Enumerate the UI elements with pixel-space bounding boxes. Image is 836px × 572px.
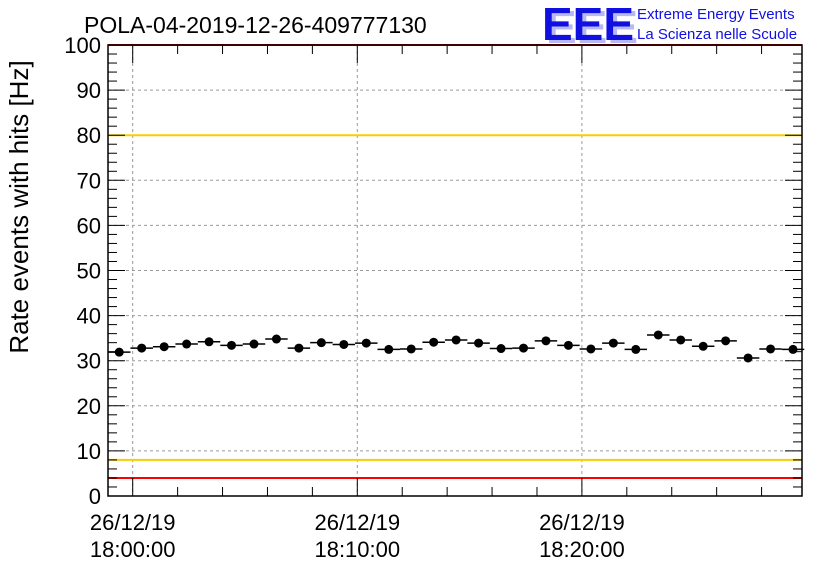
data-point (429, 337, 439, 347)
x-tick-label-date: 26/12/19 (539, 510, 625, 535)
reference-lines (108, 44, 802, 479)
data-point (204, 337, 214, 347)
y-tick-label: 20 (77, 394, 101, 419)
data-point (721, 336, 731, 346)
y-tick-label: 90 (77, 78, 101, 103)
y-tick-label: 50 (77, 259, 101, 284)
eee-logo: EEE EEE Extreme Energy Events La Scienza… (542, 0, 797, 53)
data-point (676, 335, 686, 345)
y-tick-label: 40 (77, 304, 101, 329)
x-tick-label-time: 18:00:00 (90, 537, 176, 562)
data-point (541, 336, 551, 346)
data-point (451, 335, 461, 345)
data-point (788, 344, 798, 354)
data-point (361, 338, 371, 348)
data-point (563, 340, 573, 350)
data-point (339, 339, 349, 349)
y-tick-label: 0 (89, 484, 101, 509)
data-point (698, 341, 708, 351)
data-point (159, 342, 169, 352)
data-point (227, 340, 237, 350)
x-tick-label-date: 26/12/19 (90, 510, 176, 535)
y-tick-label: 10 (77, 439, 101, 464)
data-points (108, 330, 805, 363)
data-point (316, 338, 326, 348)
data-point (743, 353, 753, 363)
data-point (653, 330, 663, 340)
y-tick-label: 30 (77, 349, 101, 374)
data-point (384, 344, 394, 354)
data-point (137, 343, 147, 353)
data-point (766, 344, 776, 354)
data-point (608, 338, 618, 348)
x-tick-label-time: 18:20:00 (539, 537, 625, 562)
data-point (114, 347, 124, 357)
y-axis-label: Rate events with hits [Hz] (4, 60, 34, 353)
data-point (474, 338, 484, 348)
data-point (271, 334, 281, 344)
x-tick-labels: 26/12/1918:00:0026/12/1918:10:0026/12/19… (90, 510, 625, 562)
axis-ticks (108, 44, 802, 497)
logo-wordmark-front: EEE (542, 0, 634, 50)
x-tick-label-time: 18:10:00 (314, 537, 400, 562)
data-point (519, 343, 529, 353)
y-tick-labels: 0 10 20 30 40 50 60 70 80 90 100 (64, 33, 101, 509)
data-point (182, 339, 192, 349)
data-point (294, 343, 304, 353)
x-tick-label-date: 26/12/19 (314, 510, 400, 535)
data-point (586, 344, 596, 354)
grid (108, 45, 802, 496)
logo-line2: La Scienza nelle Scuole (637, 26, 797, 43)
y-tick-label: 80 (77, 123, 101, 148)
logo-line1: Extreme Energy Events (637, 6, 795, 23)
data-point (406, 344, 416, 354)
y-tick-label: 60 (77, 213, 101, 238)
y-tick-label: 70 (77, 168, 101, 193)
chart-title: POLA-04-2019-12-26-409777130 (84, 12, 427, 38)
y-tick-label: 100 (64, 33, 101, 58)
data-point (249, 339, 259, 349)
data-point (631, 344, 641, 354)
data-point (496, 344, 506, 354)
